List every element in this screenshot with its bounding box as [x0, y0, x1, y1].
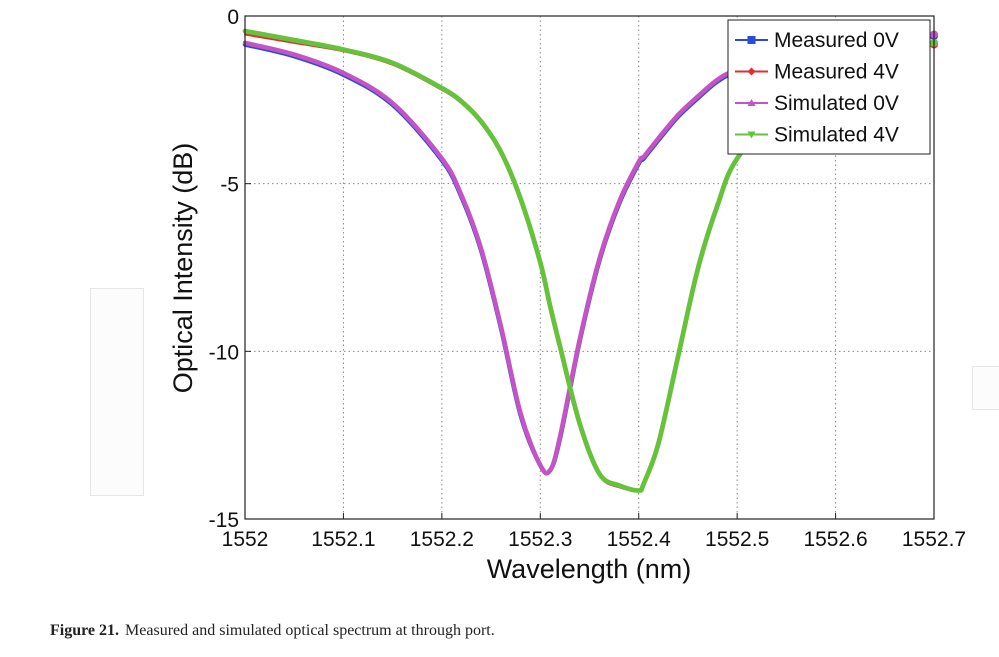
y-tick-label: -5	[220, 174, 239, 197]
legend-marker-triangle-down	[747, 131, 756, 139]
figure-caption: Figure 21. Measured and simulated optical…	[50, 622, 495, 640]
y-tick-label: -15	[209, 509, 239, 532]
caption-text: Measured and simulated optical spectrum …	[125, 622, 495, 639]
x-tick-label: 1552.6	[803, 528, 867, 551]
x-tick-label: 1552.3	[508, 528, 572, 551]
faded-background-box-right	[972, 366, 999, 410]
y-tick-label: 0	[227, 6, 239, 29]
legend-label: Measured 0V	[774, 29, 899, 52]
x-tick-label: 1552.1	[311, 528, 375, 551]
x-tick-label: 1552.2	[410, 528, 474, 551]
legend-label: Simulated 0V	[774, 92, 899, 115]
x-tick-label: 1552	[222, 528, 269, 551]
legend-marker-triangle-up	[747, 99, 756, 106]
legend: Measured 0V Measured 4V Simulated 0V Simula…	[727, 19, 931, 155]
figure-label: Figure 21.	[50, 622, 120, 639]
axis-ticks: 1552 1552.1 1552.2 1552.3 1552.4 1552.5 1552.6…	[209, 6, 966, 551]
legend-marker-square	[747, 36, 756, 44]
y-tick-label: -10	[209, 341, 239, 364]
legend-box	[727, 19, 931, 155]
grid-lines	[245, 16, 934, 519]
legend-label: Simulated 4V	[774, 124, 899, 147]
faded-background-box-left	[90, 288, 144, 496]
legend-label: Measured 4V	[774, 61, 899, 84]
x-tick-label: 1552.5	[705, 528, 769, 551]
series-line-simulated-4v	[242, 28, 937, 493]
y-axis-title: Optical Intensity (dB)	[168, 143, 198, 394]
x-tick-label: 1552.4	[607, 528, 672, 551]
x-tick-label: 1552.7	[902, 528, 966, 551]
legend-marker-diamond	[747, 67, 756, 76]
plot-frame	[244, 15, 935, 520]
x-axis-title: Wavelength (nm)	[487, 554, 692, 584]
spectrum-chart: 1552 1552.1 1552.2 1552.3 1552.4 1552.5 1552.6…	[168, 6, 966, 584]
